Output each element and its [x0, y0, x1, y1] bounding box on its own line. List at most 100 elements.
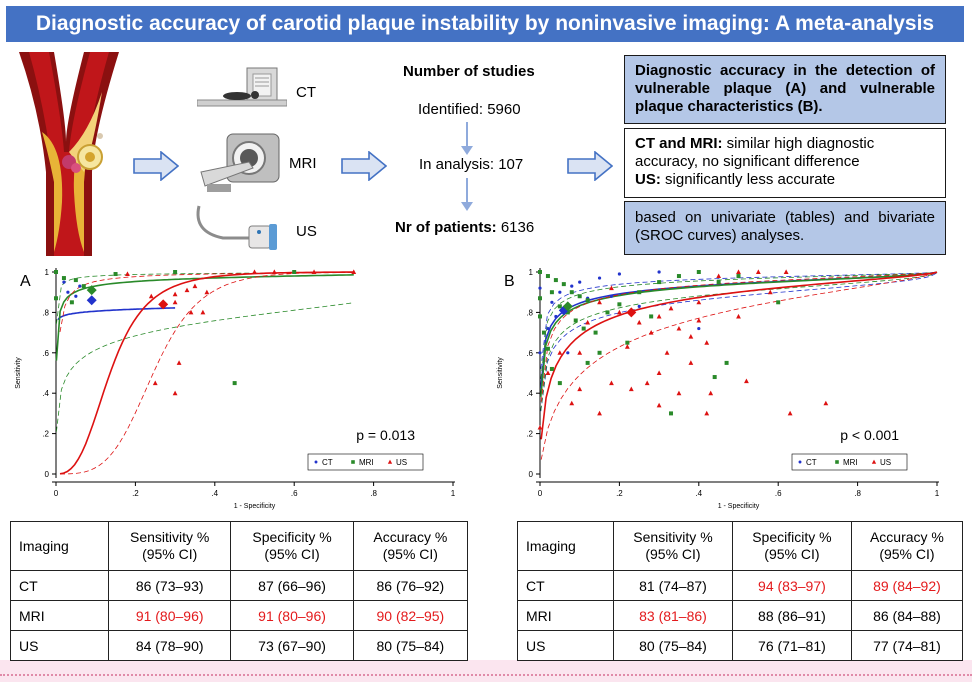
mri-point [835, 460, 839, 464]
us-point [656, 370, 662, 375]
us-summary-point [158, 299, 169, 310]
header-accuracy: Accuracy % (95% CI) [352, 521, 469, 571]
table-a: Imaging Sensitivity % (95% CI) Specifici… [10, 521, 469, 661]
ct-label: CT [296, 84, 316, 101]
mri-point [577, 294, 582, 299]
us-point [688, 334, 694, 339]
mri-point [581, 326, 586, 331]
mri-point [593, 330, 598, 335]
carotid-artery-illustration [19, 52, 119, 256]
panel-label: B [504, 273, 515, 290]
table-header-row: Imaging Sensitivity % (95% CI) Specifici… [10, 521, 469, 571]
mri-point [569, 290, 574, 295]
table-cell: 77 (74–81) [850, 630, 964, 661]
x-tick-label: .6 [291, 489, 298, 498]
us-point [387, 459, 393, 464]
table-cell: 91 (80–96) [230, 600, 354, 631]
ct-point [62, 280, 66, 284]
summary-findings-box: CT and MRI: similar high diagnostic accu… [624, 128, 946, 198]
y-tick-label: 0 [45, 470, 50, 479]
panel-label: A [20, 273, 31, 290]
mri-point [538, 270, 542, 274]
mri-point [61, 276, 66, 281]
mri-label: MRI [289, 155, 317, 172]
x-tick-label: 1 [451, 489, 456, 498]
ct-point [66, 290, 70, 294]
mri-point [712, 375, 717, 380]
ct-point [538, 286, 542, 290]
table-row: US 84 (78–90) 73 (67–90) 80 (75–84) [10, 630, 469, 661]
x-tick-label: 1 [935, 489, 940, 498]
ct-sroc-curve [57, 307, 176, 321]
us-sroc-curve [59, 271, 354, 475]
table-cell: 89 (84–92) [850, 570, 964, 601]
ct-point [609, 294, 614, 298]
ct-point [617, 272, 621, 276]
x-tick-label: .4 [695, 489, 702, 498]
x-axis-label: 1 - Specificity [234, 503, 276, 510]
mri-point [573, 318, 578, 323]
us-point [871, 459, 877, 464]
header-specificity: Specificity % (95% CI) [230, 521, 354, 571]
us-point [200, 309, 206, 315]
us-point [176, 360, 182, 365]
mri-confidence-band [540, 272, 938, 411]
us-point [125, 271, 130, 277]
us-point [172, 291, 178, 297]
us-point [676, 325, 682, 331]
us-point [557, 350, 563, 355]
us-point [271, 269, 277, 274]
table-cell: CT [10, 570, 109, 601]
x-tick-label: .2 [132, 489, 139, 498]
us-point [783, 269, 789, 274]
table-cell: 81 (74–87) [613, 570, 733, 601]
table-cell: 86 (73–93) [107, 570, 232, 601]
us-point [624, 344, 630, 349]
us-point [755, 269, 761, 274]
us-point [152, 380, 158, 386]
table-b: Imaging Sensitivity % (95% CI) Specifici… [517, 521, 964, 661]
us-point [597, 410, 602, 416]
mri-point [649, 314, 654, 319]
ct-point [597, 276, 602, 280]
table-cell: 94 (83–97) [731, 570, 852, 601]
y-tick-label: .4 [42, 389, 49, 398]
mri-point [625, 340, 630, 345]
x-tick-label: .8 [370, 489, 377, 498]
y-tick-label: 1 [45, 268, 50, 277]
ct-point [637, 304, 641, 308]
mri-point [716, 280, 721, 285]
mri-point [538, 296, 542, 301]
mri-point [173, 270, 178, 274]
ct-point [570, 284, 574, 288]
ct-point [554, 314, 558, 319]
mri-point [538, 314, 542, 319]
legend-label: US [880, 458, 891, 467]
mri-point [617, 302, 622, 307]
us-point [736, 269, 741, 274]
us-point [609, 380, 614, 386]
us-confidence-band [59, 272, 354, 332]
table-cell: US [517, 630, 614, 661]
mri-point [54, 296, 58, 301]
us-point [172, 390, 178, 396]
header-sensitivity: Sensitivity % (95% CI) [613, 521, 733, 571]
mri-sroc-curve [540, 271, 938, 397]
us-point [184, 287, 190, 293]
us-point [736, 313, 741, 319]
table-row: CT 86 (73–93) 87 (66–96) 86 (76–92) [10, 570, 469, 601]
ct-point [78, 284, 82, 288]
us-point [676, 390, 682, 396]
sroc-chart-a: 0 .2 .4 .6 .8 1 0 .2 .4 .6 .8 1 1 - Specificity Sensi… [15, 268, 456, 510]
mri-point [736, 274, 741, 279]
us-sroc-curve [540, 271, 938, 440]
us-point [656, 313, 662, 319]
us-point [597, 299, 602, 305]
legend-label: CT [806, 458, 817, 467]
sroc-chart-b: 0 .2 .4 .6 .8 1 0 .2 .4 .6 .8 1 1 - Specificity Sensi… [497, 268, 940, 510]
mri-point [605, 310, 610, 315]
mri-point [113, 272, 118, 277]
us-point [617, 309, 622, 315]
table-cell: CT [517, 570, 614, 601]
table-row: CT 81 (74–87) 94 (83–97) 89 (84–92) [517, 570, 964, 601]
